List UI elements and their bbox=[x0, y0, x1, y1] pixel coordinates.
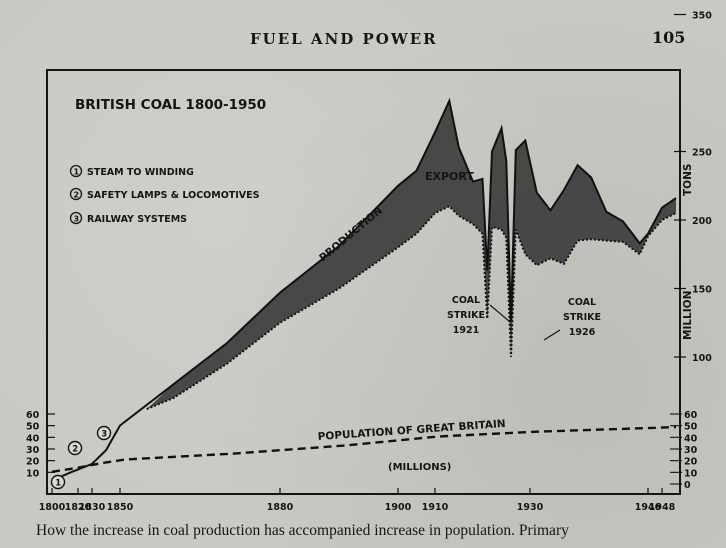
x-tick-label: 1800 bbox=[39, 502, 66, 513]
coal-strike-1921-label: STRIKE bbox=[447, 310, 485, 321]
chart-frame bbox=[46, 69, 681, 495]
population-annotation: POPULATION OF GREAT BRITAIN bbox=[317, 418, 506, 443]
legend-marker-circle bbox=[69, 211, 83, 225]
population-tick-label: 30 bbox=[684, 445, 698, 456]
left-tick-label: 30 bbox=[26, 445, 40, 456]
left-tick-label: 60 bbox=[26, 410, 40, 421]
page-number: 105 bbox=[652, 28, 686, 47]
x-tick-label: 1930 bbox=[517, 502, 544, 513]
right-tick-label: 100 bbox=[692, 353, 712, 364]
legend-item: 3 RAILWAY SYSTEMS bbox=[69, 211, 187, 225]
innovation-marker bbox=[67, 440, 83, 456]
running-head: FUEL AND POWER bbox=[250, 30, 438, 48]
x-tick-label: 1910 bbox=[422, 502, 449, 513]
right-tick-label: 250 bbox=[692, 148, 712, 159]
population-tick-label: 50 bbox=[684, 422, 698, 433]
chart-title: BRITISH COAL 1800-1950 bbox=[75, 97, 266, 113]
figure-caption: How the increase in coal production has … bbox=[36, 522, 569, 539]
population-tick-label: 20 bbox=[684, 457, 698, 468]
population-tick-label: 60 bbox=[684, 410, 698, 421]
coal-strike-1926-label: STRIKE bbox=[563, 312, 601, 323]
innovation-marker-number: 1 bbox=[55, 479, 61, 489]
right-tick-label: 200 bbox=[692, 216, 712, 227]
x-tick-label: 1820 bbox=[65, 502, 92, 513]
legend-marker-number: 1 bbox=[74, 168, 80, 177]
x-tick-label: 1900 bbox=[385, 502, 412, 513]
left-tick-label: 10 bbox=[26, 468, 40, 479]
innovation-marker-number: 2 bbox=[72, 445, 78, 455]
production-line bbox=[51, 97, 677, 482]
export-annotation: EXPORT bbox=[425, 170, 474, 183]
legend-marker-circle bbox=[69, 187, 83, 201]
right-axis-label: MILLION bbox=[682, 291, 694, 340]
population-unit-annotation: (MILLIONS) bbox=[388, 462, 451, 473]
population-tick-label: 10 bbox=[684, 468, 698, 479]
coal-strike-1926-label: COAL bbox=[568, 297, 596, 308]
legend-item: 1 STEAM TO WINDING bbox=[69, 164, 194, 178]
left-tick-label: 50 bbox=[26, 422, 40, 433]
right-tick-label: 150 bbox=[692, 285, 712, 296]
right-tick-label: 350 bbox=[692, 11, 712, 22]
legend-marker-number: 3 bbox=[74, 215, 80, 224]
export-area bbox=[146, 100, 676, 410]
legend-item: 2 SAFETY LAMPS & LOCOMOTIVES bbox=[69, 187, 260, 201]
legend-label: SAFETY LAMPS & LOCOMOTIVES bbox=[87, 190, 260, 201]
coal-strike-1921-pointer bbox=[489, 304, 511, 323]
coal-strike-1921-label: COAL bbox=[452, 295, 480, 306]
home-consumption-line bbox=[146, 205, 677, 411]
right-axis-label: TONS bbox=[682, 164, 694, 196]
x-tick-label: 1880 bbox=[267, 502, 294, 513]
x-tick-label: 1946 bbox=[635, 502, 662, 513]
legend-marker-circle bbox=[69, 164, 83, 178]
coal-strike-1926-label: 1926 bbox=[569, 327, 596, 338]
innovation-marker-number: 3 bbox=[101, 430, 107, 440]
x-tick-label: 1850 bbox=[107, 502, 134, 513]
left-tick-label: 20 bbox=[26, 457, 40, 468]
legend-marker-number: 2 bbox=[74, 191, 80, 200]
x-tick-label: 1830 bbox=[79, 502, 106, 513]
innovation-marker bbox=[50, 474, 66, 490]
population-tick-label: 40 bbox=[684, 433, 698, 444]
population-tick-label: 0 bbox=[684, 480, 691, 491]
left-tick-label: 40 bbox=[26, 433, 40, 444]
x-tick-label: 1948 bbox=[649, 502, 676, 513]
coal-strike-1926-pointer bbox=[543, 329, 561, 341]
legend-label: STEAM TO WINDING bbox=[87, 167, 194, 178]
coal-strike-1921-label: 1921 bbox=[453, 325, 479, 336]
innovation-marker bbox=[96, 425, 112, 441]
legend: 1 STEAM TO WINDING 2 SAFETY LAMPS & LOCO… bbox=[69, 164, 260, 225]
legend-label: RAILWAY SYSTEMS bbox=[87, 214, 187, 225]
